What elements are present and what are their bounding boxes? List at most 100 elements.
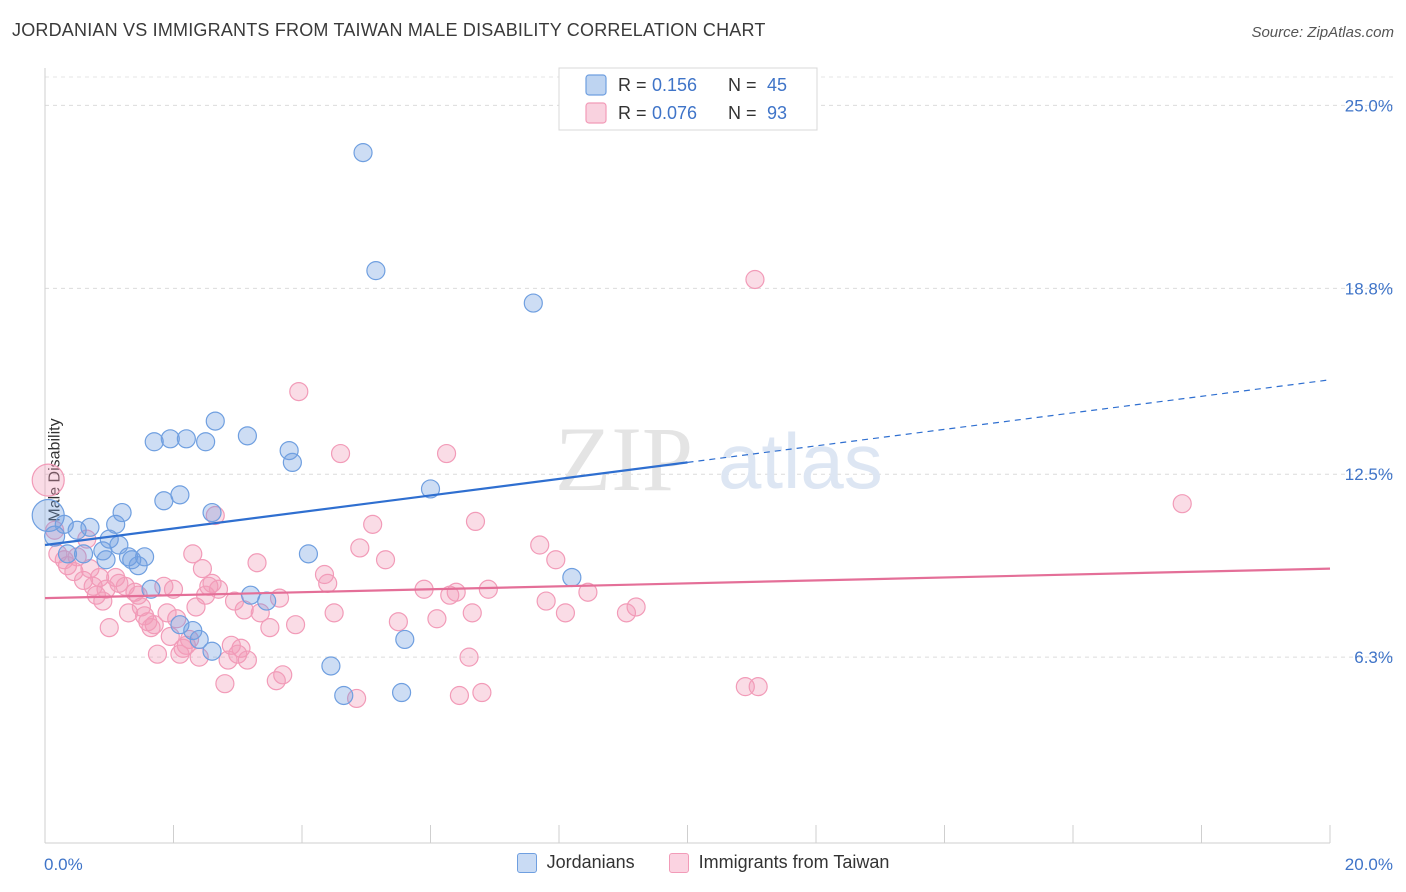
jordanians-point — [420, 479, 441, 499]
jordanians-point — [73, 544, 94, 564]
jordanians-point — [562, 567, 582, 588]
top-legend-r-value: 0.076 — [652, 103, 697, 123]
axes — [44, 68, 1331, 844]
taiwan-point — [478, 579, 498, 599]
y-tick-label: 25.0% — [1345, 96, 1393, 115]
taiwan-point — [90, 567, 110, 588]
top-legend-n-value: 93 — [767, 103, 787, 123]
jordanians-point — [353, 143, 373, 163]
taiwan-point — [215, 674, 235, 694]
taiwan-point — [260, 618, 280, 638]
taiwan-point — [273, 665, 293, 685]
taiwan-point — [472, 682, 492, 703]
legend-swatch-taiwan — [668, 852, 689, 873]
taiwan-point — [157, 603, 177, 623]
jordanians-point — [257, 591, 277, 611]
taiwan-point — [555, 603, 576, 623]
watermark-atlas: atlas — [718, 417, 883, 505]
jordanians-point — [202, 641, 222, 661]
jordanians-point — [106, 514, 126, 534]
series-jordanians-points — [31, 143, 582, 706]
taiwan-point — [1172, 494, 1192, 514]
taiwan-point — [285, 615, 306, 635]
taiwan-point — [436, 443, 457, 464]
x-tick-label: 0.0% — [44, 855, 83, 874]
y-tick-labels: 6.3% 12.5% 18.8% 25.0% — [1345, 96, 1393, 667]
top-legend-swatch — [585, 102, 607, 124]
jordanians-point — [44, 525, 66, 547]
top-legend: R = 0.156 N = 45 R = 0.076 N = 93 — [558, 67, 818, 131]
taiwan-point — [231, 638, 251, 658]
jordanians-point — [154, 491, 174, 511]
taiwan-point — [350, 538, 370, 558]
taiwan-point — [363, 514, 383, 534]
taiwan-point — [536, 591, 556, 611]
y-tick-label: 12.5% — [1345, 465, 1393, 484]
taiwan-point — [446, 582, 466, 602]
taiwan-point — [247, 553, 267, 573]
taiwan-point — [99, 618, 119, 638]
taiwan-point — [427, 609, 447, 629]
taiwan-point — [147, 644, 168, 664]
top-legend-r-label: R = — [618, 103, 647, 123]
top-legend-n-label: N = — [728, 103, 757, 123]
taiwan-point — [745, 269, 765, 290]
taiwan-point — [208, 579, 229, 599]
bottom-legend: Jordanians Immigrants from Taiwan — [0, 852, 1406, 873]
y-tick-label: 18.8% — [1345, 279, 1393, 298]
taiwan-point — [237, 650, 257, 670]
taiwan-point — [31, 463, 65, 497]
taiwan-point — [205, 505, 225, 526]
jordanians-point — [523, 293, 543, 313]
jordanians-point — [334, 685, 354, 706]
watermark-zip: ZIP — [555, 408, 693, 510]
taiwan-point — [167, 609, 187, 629]
jordanians-point — [112, 502, 132, 523]
top-legend-swatch — [585, 74, 607, 96]
top-legend-r-label: R = — [618, 75, 647, 95]
watermark: ZIP atlas — [555, 408, 883, 510]
taiwan-point — [616, 603, 637, 623]
grid-lines — [45, 76, 1395, 658]
taiwan-trend-line — [44, 567, 1331, 600]
legend-label-taiwan: Immigrants from Taiwan — [698, 852, 890, 872]
jordanians-point — [282, 452, 302, 473]
top-legend-r-value: 0.156 — [652, 75, 697, 95]
trend-lines — [44, 379, 1331, 600]
jordanians-point — [160, 429, 180, 449]
taiwan-point — [250, 603, 270, 623]
jordanians-point — [279, 440, 299, 461]
taiwan-point — [465, 511, 486, 532]
jordanians-point — [57, 544, 78, 564]
jordanians-point — [202, 502, 222, 523]
taiwan-point — [289, 381, 309, 402]
chart-title: JORDANIAN VS IMMIGRANTS FROM TAIWAN MALE… — [12, 20, 766, 40]
taiwan-point — [626, 597, 646, 617]
x-tick-labels: 0.0% 20.0% — [44, 855, 1393, 874]
taiwan-point — [375, 550, 396, 570]
jordanians-point — [321, 656, 341, 676]
taiwan-point — [449, 685, 470, 706]
taiwan-point — [73, 570, 94, 591]
taiwan-point — [163, 579, 184, 599]
jordanians-point — [109, 535, 129, 555]
legend-swatch-jordanians — [516, 852, 537, 873]
taiwan-point — [144, 615, 164, 635]
taiwan-point — [228, 644, 248, 664]
jordanians-trend-line — [44, 461, 688, 547]
jordanians-point — [205, 411, 225, 431]
top-legend-n-value: 45 — [767, 75, 787, 95]
jordanians-point — [237, 426, 257, 446]
taiwan-point — [330, 443, 351, 464]
jordanians-point — [96, 550, 116, 570]
y-tick-label: 6.3% — [1354, 648, 1393, 667]
jordanians-point — [391, 682, 412, 703]
jordanians-point — [170, 485, 190, 505]
taiwan-point — [183, 544, 203, 564]
taiwan-point — [578, 582, 598, 602]
taiwan-point — [748, 677, 768, 697]
jordanians-point — [189, 629, 209, 650]
jordanians-point — [141, 579, 161, 599]
source-label: Source: ZipAtlas.com — [1251, 24, 1394, 41]
